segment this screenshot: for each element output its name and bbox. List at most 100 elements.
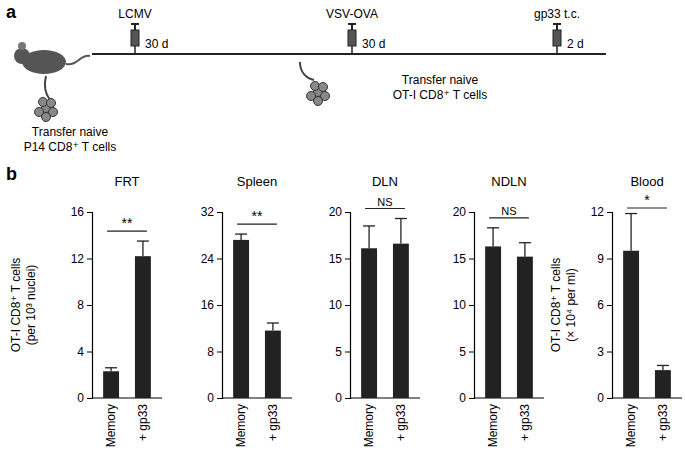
error-bar: [267, 323, 279, 331]
y-tick: 5: [335, 345, 350, 359]
error-line: [492, 228, 493, 247]
error-cap: [235, 233, 247, 234]
y-tick-mark: [217, 259, 222, 260]
error-bar: [657, 365, 669, 370]
y-tick: 9: [597, 252, 612, 266]
chart-title: FRT: [114, 174, 139, 189]
y-tick-label: 24: [201, 252, 215, 266]
y-tick-label: 0: [335, 391, 342, 405]
y-tick-label: 6: [597, 298, 604, 312]
y-tick: 8: [77, 298, 92, 312]
y-tick: 0: [207, 391, 222, 405]
syringe: [348, 24, 356, 54]
y-axis-line: [345, 213, 351, 399]
y-axis-line: [469, 213, 475, 399]
y-tick-label: 15: [453, 252, 467, 266]
cells-icon: [300, 62, 330, 106]
y-tick-mark: [607, 212, 612, 213]
x-tick-label: + gp33: [518, 404, 532, 441]
error-cap: [137, 240, 149, 241]
y-axis: 05101520: [329, 205, 351, 405]
syringe: [553, 24, 561, 54]
bar: [233, 240, 249, 398]
y-tick-mark: [469, 398, 474, 399]
x-tick-label: + gp33: [394, 404, 408, 441]
error-cap: [657, 365, 669, 366]
error-cap: [395, 218, 407, 219]
y-tick-label: 5: [335, 345, 342, 359]
significance-bracket: [489, 217, 529, 218]
y-tick-mark: [469, 259, 474, 260]
error-line: [400, 219, 401, 244]
x-tick-label: + gp33: [656, 404, 670, 441]
y-tick: 0: [335, 391, 350, 405]
chart-title: DLN: [372, 174, 398, 189]
x-tick: + gp33: [518, 398, 532, 441]
significance-label: **: [122, 215, 133, 231]
y-tick: 10: [329, 298, 350, 312]
x-axis-line: [350, 397, 420, 398]
y-tick: 0: [459, 391, 474, 405]
y-tick: 24: [201, 252, 222, 266]
y-tick: 20: [453, 205, 474, 219]
x-axis: Memory+ gp33: [474, 398, 544, 447]
event-label: VSV-OVA: [326, 7, 378, 21]
x-tick: Memory: [362, 398, 376, 447]
y-axis-line: [217, 213, 223, 399]
y-tick-label: 5: [459, 345, 466, 359]
significance-bracket: [365, 208, 405, 209]
bar: [393, 244, 409, 398]
y-tick-label: 3: [597, 345, 604, 359]
y-tick: 0: [597, 391, 612, 405]
y-tick-label: 16: [71, 205, 85, 219]
error-line: [142, 241, 143, 256]
x-tick-label: Memory: [362, 404, 376, 447]
significance-label: NS: [501, 205, 516, 217]
chart: Spleen08162432Memory+ gp33**: [201, 174, 292, 447]
x-axis: Memory + gp33: [612, 398, 682, 447]
y-tick-mark: [345, 352, 350, 353]
bar: [623, 251, 639, 398]
y-tick-mark: [87, 352, 92, 353]
error-bar: [235, 234, 247, 240]
y-tick-label: 0: [77, 391, 84, 405]
y-tick-mark: [345, 305, 350, 306]
x-tick: + gp33: [394, 398, 408, 441]
bar: [135, 256, 151, 398]
y-tick: 15: [329, 252, 350, 266]
interval-label: 30 d: [145, 37, 168, 51]
y-tick-mark: [87, 398, 92, 399]
panel-a: aLCMV30 dVSV-OVA30 dgp33 t.c.2 dTransfer…: [6, 2, 606, 154]
significance-label: *: [644, 192, 650, 208]
y-tick-mark: [87, 259, 92, 260]
error-line: [272, 323, 273, 331]
x-tick-label: Memory: [624, 404, 638, 447]
y-tick-mark: [607, 352, 612, 353]
bar: [103, 371, 119, 398]
y-tick-label: 16: [201, 298, 215, 312]
y-tick-mark: [217, 398, 222, 399]
error-bar: [137, 241, 149, 256]
y-tick-mark: [607, 305, 612, 306]
error-cap: [519, 242, 531, 243]
y-tick-mark: [87, 305, 92, 306]
y-tick-mark: [345, 212, 350, 213]
x-tick-label: Memory: [234, 404, 248, 447]
chart-title: Blood: [630, 174, 663, 189]
y-axis: 05101520: [453, 205, 475, 405]
y-tick-mark: [345, 259, 350, 260]
error-line: [368, 226, 369, 248]
bars: [103, 241, 151, 398]
error-bar: [625, 214, 637, 251]
error-bar: [519, 243, 531, 257]
error-bar: [395, 219, 407, 244]
bars: [233, 234, 281, 398]
x-tick: + gp33: [656, 398, 670, 441]
y-tick-mark: [469, 352, 474, 353]
x-tick-label: + gp33: [136, 404, 150, 441]
figure: aLCMV30 dVSV-OVA30 dgp33 t.c.2 dTransfer…: [0, 0, 685, 461]
x-tick: + gp33: [266, 398, 280, 441]
bar: [485, 246, 501, 398]
y-tick-label: 0: [207, 391, 214, 405]
y-tick-label: 9: [597, 252, 604, 266]
